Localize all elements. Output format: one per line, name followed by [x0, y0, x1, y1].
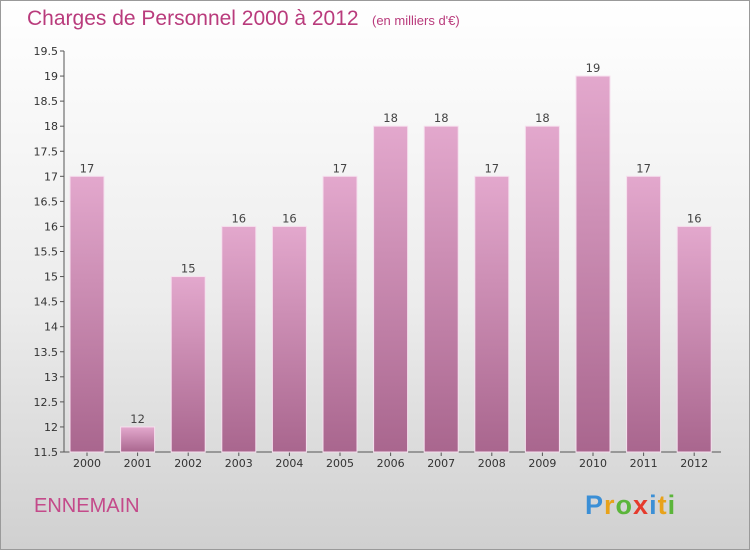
x-tick-label: 2011	[630, 457, 658, 470]
x-tick-label: 2002	[174, 457, 202, 470]
x-tick-label: 2004	[275, 457, 303, 470]
y-tick-label: 14.5	[34, 296, 59, 309]
x-tick-label: 2009	[528, 457, 556, 470]
logo-letter: r	[604, 490, 616, 520]
y-tick-label: 17	[44, 170, 58, 183]
data-label-2006: 18	[383, 111, 398, 125]
y-tick-label: 13.5	[34, 346, 59, 359]
data-label-2004: 16	[282, 211, 297, 225]
commune-name: ENNEMAIN	[34, 495, 140, 517]
bar-2006	[373, 125, 409, 453]
logo-letter: t	[657, 490, 668, 520]
y-tick-label: 19.5	[34, 45, 59, 58]
chart-unit: (en milliers d'€)	[372, 13, 460, 28]
y-tick-label: 18	[44, 120, 58, 133]
y-tick-label: 15	[44, 271, 58, 284]
x-tick-label: 2003	[225, 457, 253, 470]
x-tick-label: 2005	[326, 457, 354, 470]
y-tick-label: 13	[44, 371, 58, 384]
y-tick-label: 16.5	[34, 195, 59, 208]
chart-axes: 11.5 12 12.5 13 13.5 14 14.5 15 15.5 16 16.5 17 17.5…	[34, 45, 721, 470]
y-tick-label: 16	[44, 220, 58, 233]
bar-2012	[676, 225, 712, 453]
data-label-2002: 15	[181, 262, 196, 276]
chart-title: Charges de Personnel 2000 à 2012	[27, 7, 359, 30]
proxiti-logo: Proxiti	[585, 490, 676, 521]
x-tick-label: 2008	[478, 457, 506, 470]
bar-2010	[575, 75, 611, 453]
logo-letter: i	[667, 490, 677, 520]
logo-letter: o	[615, 490, 634, 520]
y-tick-label: 15.5	[34, 246, 59, 259]
x-tick-label: 2000	[73, 457, 101, 470]
bar-2002	[170, 276, 206, 453]
data-label-2009: 18	[535, 111, 550, 125]
bar-2009	[524, 125, 560, 453]
x-tick-label: 2012	[680, 457, 708, 470]
x-tick-label: 2006	[377, 457, 405, 470]
bar-2007	[423, 125, 459, 453]
logo-letter: i	[649, 490, 658, 520]
x-tick-label: 2001	[124, 457, 152, 470]
y-tick-label: 14	[44, 321, 58, 334]
y-tick-label: 12.5	[34, 396, 59, 409]
bar-2003	[221, 225, 257, 453]
data-label-2008: 17	[484, 161, 499, 175]
logo-letter: x	[633, 490, 650, 520]
x-tick-label: 2007	[427, 457, 455, 470]
y-tick-label: 12	[44, 421, 58, 434]
y-tick-label: 17.5	[34, 145, 59, 158]
y-tick-label: 19	[44, 70, 58, 83]
data-label-2003: 16	[231, 211, 246, 225]
data-label-2012: 16	[687, 211, 702, 225]
chart-labels: 17 12 15 16 16 17 18 18 17 18 19 17 16	[80, 61, 702, 426]
data-label-2000: 17	[80, 161, 95, 175]
logo-letter: P	[585, 490, 605, 520]
bar-2008	[474, 175, 510, 453]
bar-2000	[69, 175, 105, 453]
y-tick-label: 11.5	[34, 446, 59, 459]
data-label-2011: 17	[636, 161, 651, 175]
y-tick-label: 18.5	[34, 95, 59, 108]
bar-2005	[322, 175, 358, 453]
bar-2004	[271, 225, 307, 453]
chart-bars	[69, 75, 712, 453]
data-label-2001: 12	[130, 412, 145, 426]
x-tick-label: 2010	[579, 457, 607, 470]
data-label-2005: 17	[333, 161, 348, 175]
bar-2001	[120, 426, 156, 453]
data-label-2010: 19	[586, 61, 601, 75]
bar-2011	[626, 175, 662, 453]
data-label-2007: 18	[434, 111, 449, 125]
